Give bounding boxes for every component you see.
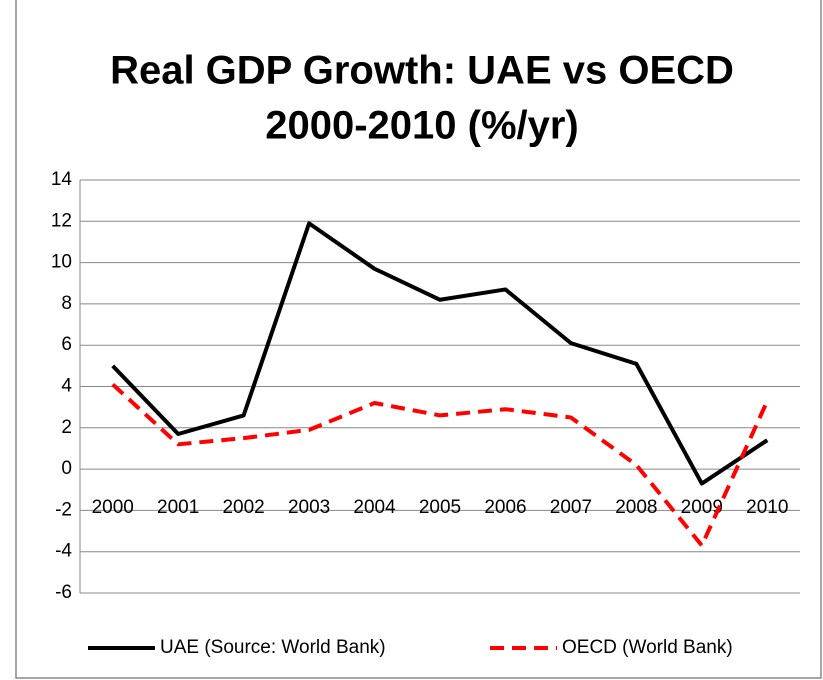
legend-label: UAE (Source: World Bank) (160, 637, 386, 658)
y-tick-label: -2 (55, 499, 72, 520)
series-line (111, 382, 770, 548)
y-tick-label: -6 (55, 582, 72, 603)
series-line (111, 221, 769, 486)
y-tick-label: 10 (51, 252, 72, 273)
legend-label: OECD (World Bank) (562, 637, 733, 658)
x-tick-label: 2008 (615, 497, 657, 518)
x-tick-label: 2000 (92, 497, 134, 518)
chart-border (15, 0, 822, 679)
y-tick-label: 0 (61, 458, 72, 479)
x-tick-label: 2004 (353, 497, 396, 518)
x-tick-label: 2007 (550, 497, 592, 518)
chart-title: Real GDP Growth: UAE vs OECD (110, 49, 734, 93)
x-tick-label: 2002 (222, 497, 264, 518)
x-tick-label: 2005 (419, 497, 461, 518)
y-tick-label: -4 (55, 541, 72, 562)
x-tick-label: 2006 (484, 497, 526, 518)
chart-title: 2000-2010 (%/yr) (265, 104, 579, 148)
y-tick-label: 4 (61, 376, 72, 397)
x-tick-label: 2009 (681, 497, 723, 518)
x-tick-label: 2003 (288, 497, 330, 518)
y-tick-label: 12 (51, 210, 72, 231)
y-tick-label: 14 (51, 169, 73, 190)
y-tick-label: 2 (61, 417, 72, 438)
y-tick-label: 6 (61, 334, 72, 355)
x-tick-label: 2010 (746, 497, 788, 518)
x-tick-label: 2001 (157, 497, 199, 518)
y-tick-label: 8 (61, 293, 72, 314)
